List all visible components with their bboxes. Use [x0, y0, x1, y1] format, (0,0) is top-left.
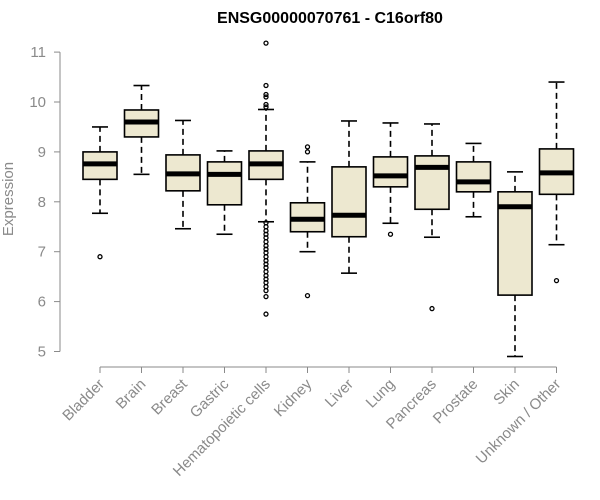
x-tick-label: Skin [490, 376, 523, 409]
outlier-point [263, 311, 269, 317]
box-brain [123, 84, 160, 176]
box-pancreas [414, 123, 450, 312]
outlier-point [304, 144, 311, 150]
iqr-box [206, 161, 243, 206]
y-tick-label: 5 [38, 344, 46, 361]
iqr-box [455, 161, 492, 193]
outlier-point [263, 94, 269, 100]
outlier-point [553, 277, 560, 284]
outlier-point [304, 292, 311, 299]
outlier-point [263, 101, 269, 108]
x-tick-label: Brain [113, 376, 150, 413]
y-tick-label: 10 [29, 94, 46, 111]
outlier-point [263, 82, 269, 89]
box-unknown-other [538, 81, 575, 284]
box-bladder [82, 126, 118, 260]
outlier-point [263, 287, 269, 294]
iqr-box [372, 156, 409, 188]
y-tick-label: 8 [38, 194, 46, 211]
y-axis-label: Expression [0, 162, 17, 236]
outlier-point [263, 91, 269, 98]
y-tick-label: 11 [30, 44, 46, 61]
x-tick-label: Kidney [271, 375, 316, 420]
x-tick-label: Prostate [430, 376, 482, 428]
box-hematopoietic-cells [248, 40, 284, 317]
box-kidney [289, 144, 326, 299]
y-tick-label: 7 [38, 244, 46, 261]
box-skin [497, 171, 533, 358]
iqr-box [331, 166, 367, 238]
chart-title: ENSG00000070761 - C16orf80 [217, 10, 443, 27]
box-liver [331, 120, 367, 274]
box-prostate [455, 142, 492, 218]
outlier-point [263, 293, 269, 300]
box-breast [165, 119, 201, 230]
y-tick-label: 6 [38, 294, 46, 311]
outlier-point [97, 254, 103, 260]
box-lung [372, 122, 409, 237]
outlier-point [304, 149, 311, 155]
x-tick-label: Bladder [59, 376, 108, 425]
box-gastric [206, 150, 243, 236]
iqr-box [414, 155, 450, 211]
x-tick-label: Liver [322, 376, 357, 411]
x-tick-label: Breast [148, 375, 191, 418]
outlier-point [263, 104, 269, 110]
y-tick-label: 9 [38, 144, 46, 161]
x-tick-label: Lung [363, 376, 399, 412]
outlier-point [387, 231, 394, 237]
outlier-point [263, 40, 269, 46]
boxes-group [82, 40, 575, 358]
y-axis: 5 6 7 8 9 10 11 [29, 44, 61, 361]
outlier-point [429, 305, 435, 312]
